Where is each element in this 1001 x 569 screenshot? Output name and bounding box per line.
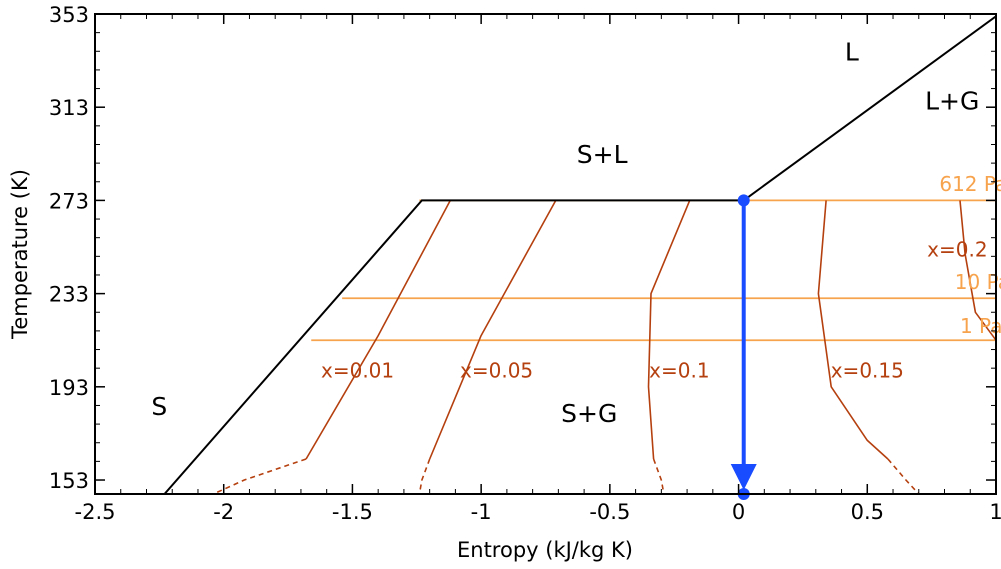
phase-boundary-line	[743, 15, 996, 202]
region-label: S+G	[561, 399, 617, 428]
x-tick-label: -1.5	[332, 500, 373, 524]
quality-label: x=0.2	[927, 237, 987, 261]
quality-line	[428, 200, 557, 460]
x-tick-label: -2.5	[75, 500, 116, 524]
x-tick-label: 0	[732, 500, 745, 524]
quality-label: x=0.15	[831, 358, 904, 382]
quality-line	[305, 200, 452, 460]
quality-line-extrapolated	[213, 458, 307, 494]
region-label: S+L	[577, 140, 628, 169]
annotation-layer: 612 Pa 10 Pa 1 Pa x=0.01 x=0.05 x=0.1 x=0.15 x=…	[151, 38, 1001, 428]
phase-boundary-layer	[163, 15, 996, 494]
y-tick-label: 153	[49, 469, 89, 493]
process-arrow-layer	[730, 194, 757, 500]
isobar-label: 10 Pa	[955, 270, 1001, 294]
y-tick-label: 353	[49, 3, 89, 27]
y-tick-label: 313	[49, 96, 89, 120]
y-axis-title: Temperature (K)	[8, 169, 32, 340]
isobar-label: 612 Pa	[939, 172, 1001, 196]
y-tick-label: 273	[49, 189, 89, 213]
quality-line	[817, 200, 889, 460]
x-tick-label: 1	[989, 500, 1001, 524]
region-label: L	[845, 38, 859, 67]
x-tick-label: -2	[213, 500, 234, 524]
plot-background	[95, 14, 996, 494]
y-tick-label: 233	[49, 283, 89, 307]
isobar-label: 1 Pa	[960, 314, 1001, 338]
phase-boundary-line	[163, 199, 744, 494]
quality-line	[959, 200, 996, 341]
quality-label: x=0.05	[460, 358, 533, 382]
x-axis-title: Entropy (kJ/kg K)	[457, 538, 633, 562]
quality-label: x=0.1	[649, 358, 709, 382]
quality-line-layer	[213, 200, 996, 494]
quality-line	[647, 200, 691, 460]
x-tick-label: -0.5	[589, 500, 630, 524]
x-tick-label: -1	[471, 500, 492, 524]
quality-line-extrapolated	[887, 458, 920, 494]
axis-ticks: -2.5 -2 -1.5 -1 -0.5 0 0.5 1 153 193 233 273 313 353	[49, 3, 1001, 524]
process-start-point	[737, 194, 750, 207]
x-tick-label: 0.5	[851, 500, 884, 524]
region-label: S	[151, 392, 167, 421]
process-arrow-head	[730, 464, 757, 490]
plot-frame	[94, 13, 997, 495]
quality-line-extrapolated	[652, 458, 665, 494]
region-label: L+G	[925, 87, 979, 116]
quality-line-extrapolated	[418, 458, 431, 494]
y-tick-label: 193	[49, 376, 89, 400]
quality-label: x=0.01	[321, 358, 394, 382]
